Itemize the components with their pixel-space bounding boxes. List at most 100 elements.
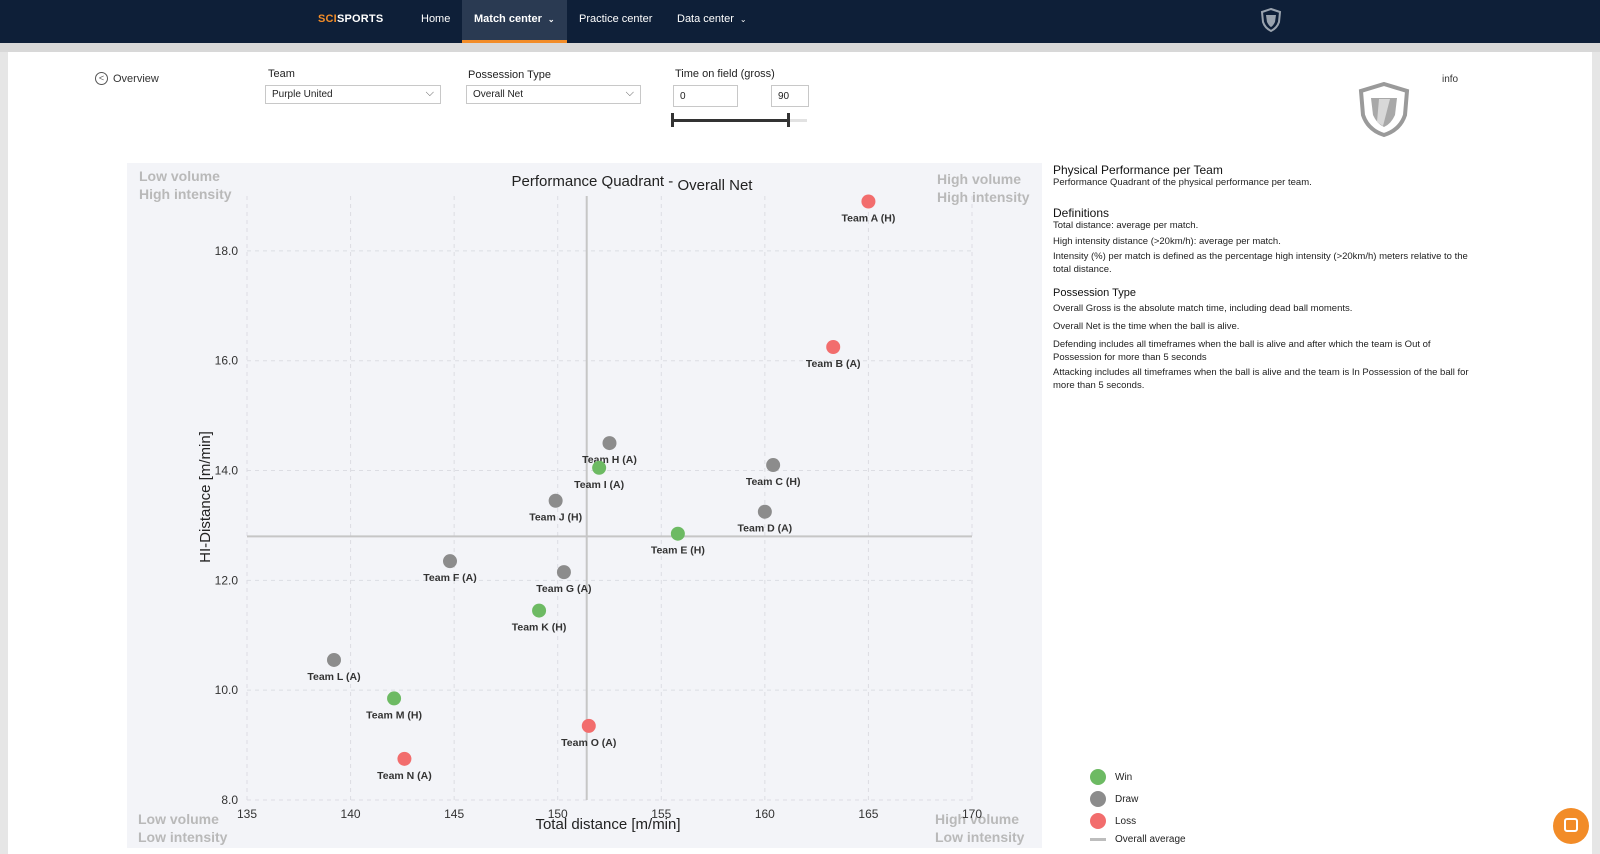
legend-draw: Draw — [1090, 791, 1138, 807]
possession-item: Attacking includes all timeframes when t… — [1053, 367, 1469, 391]
sub-bar — [0, 43, 1600, 52]
time-on-field-label: Time on field (gross) — [675, 68, 775, 80]
data-point[interactable] — [548, 493, 563, 508]
data-point[interactable] — [826, 340, 841, 354]
legend-overall-average: Overall average — [1090, 834, 1186, 845]
x-tick-label: 165 — [858, 807, 878, 821]
data-point[interactable] — [443, 554, 457, 569]
chevron-down-icon: ⌵ — [425, 87, 434, 99]
chevron-down-icon: ⌵ — [625, 87, 634, 99]
club-shield-icon — [1358, 82, 1410, 137]
data-label: Team M (H) — [366, 709, 422, 721]
time-min-input[interactable]: 0 — [673, 85, 738, 107]
possession-item: Overall Gross is the absolute match time… — [1053, 303, 1353, 314]
chart-background — [127, 163, 1042, 848]
legend-line — [1090, 838, 1106, 841]
data-label: Team B (A) — [806, 358, 861, 370]
y-axis-label: HI-Distance [m/min] — [197, 431, 214, 563]
definition-item: High intensity distance (>20km/h): avera… — [1053, 236, 1281, 247]
y-tick-label: 12.0 — [215, 573, 239, 587]
time-slider-min-handle[interactable] — [671, 113, 674, 127]
side-subtitle: Performance Quadrant of the physical per… — [1053, 177, 1312, 188]
back-arrow-icon: < — [95, 72, 108, 85]
data-point[interactable] — [397, 751, 412, 766]
data-label: Team K (H) — [512, 622, 567, 634]
chevron-down-icon: ⌄ — [739, 15, 747, 24]
data-label: Team O (A) — [561, 737, 616, 749]
time-slider-max-handle[interactable] — [787, 113, 790, 127]
data-point[interactable] — [757, 504, 772, 519]
x-tick-label: 135 — [237, 807, 257, 821]
chart-title: Performance Quadrant - Overall Net — [512, 173, 754, 194]
y-tick-label: 18.0 — [215, 244, 239, 258]
x-tick-label: 155 — [651, 807, 671, 821]
chart-title-main: Performance Quadrant - — [512, 173, 678, 190]
legend-dot — [1090, 769, 1106, 785]
data-label: Team E (H) — [651, 545, 705, 557]
possession-type-label: Possession Type — [468, 69, 551, 81]
data-label: Team L (A) — [307, 671, 360, 683]
time-max-input[interactable]: 90 — [771, 85, 809, 107]
possession-type-select[interactable]: Overall Net ⌵ — [466, 85, 641, 104]
y-tick-label: 10.0 — [215, 683, 239, 697]
quadrant-label-bottom-right: High volume Low intensity — [935, 811, 1025, 845]
data-label: Team A (H) — [841, 212, 895, 224]
possession-item: Overall Net is the time when the ball is… — [1053, 321, 1240, 332]
data-point[interactable] — [556, 565, 571, 580]
chart-title-suffix: Overall Net — [677, 177, 753, 194]
data-label: Team G (A) — [536, 583, 591, 595]
x-tick-label: 145 — [444, 807, 464, 821]
legend-dot — [1090, 791, 1106, 807]
data-label: Team F (A) — [423, 572, 476, 584]
data-point[interactable] — [532, 603, 547, 618]
data-point[interactable] — [602, 436, 617, 451]
legend-loss: Loss — [1090, 813, 1136, 829]
chevron-down-icon: ⌄ — [547, 15, 555, 24]
definitions-title: Definitions — [1053, 206, 1110, 220]
data-point[interactable] — [766, 458, 781, 473]
data-point[interactable] — [327, 652, 341, 667]
time-slider-range — [672, 119, 789, 122]
chat-icon — [1564, 818, 1578, 832]
data-point[interactable] — [581, 718, 596, 733]
shield-icon[interactable] — [1260, 8, 1282, 32]
team-select[interactable]: Purple United ⌵ — [265, 85, 441, 104]
data-label: Team J (H) — [529, 512, 582, 524]
possession-item: Defending includes all timeframes when t… — [1053, 339, 1431, 363]
side-title: Physical Performance per Team — [1053, 163, 1223, 177]
data-label: Team H (A) — [582, 454, 637, 466]
data-point[interactable] — [670, 526, 685, 541]
x-tick-label: 170 — [962, 807, 982, 821]
nav-data-center[interactable]: Data center ⌄ — [677, 13, 747, 25]
quadrant-label-top-left: Low volume High intensity — [139, 168, 232, 202]
x-tick-label: 160 — [755, 807, 775, 821]
data-label: Team N (A) — [377, 770, 432, 782]
data-point[interactable] — [387, 691, 402, 706]
quadrant-label-bottom-left: Low volume Low intensity — [138, 811, 228, 845]
y-tick-label: 14.0 — [215, 464, 239, 478]
data-label: Team C (H) — [746, 476, 801, 488]
nav-practice-center[interactable]: Practice center — [579, 13, 653, 25]
chat-button[interactable] — [1553, 808, 1589, 844]
scisports-logo[interactable]: SCISPORTS — [318, 13, 384, 25]
definition-item: Intensity (%) per match is defined as th… — [1053, 251, 1468, 275]
team-label: Team — [268, 68, 295, 80]
x-tick-label: 140 — [341, 807, 361, 821]
data-label: Team D (A) — [738, 523, 793, 535]
possession-type-title: Possession Type — [1053, 287, 1136, 299]
data-point[interactable] — [861, 194, 876, 209]
nav-match-center[interactable]: Match center ⌄ — [462, 0, 567, 43]
top-nav: SCISPORTS Home Match center ⌄ Practice ce… — [0, 0, 1600, 43]
info-link[interactable]: info — [1442, 74, 1459, 85]
x-tick-label: 150 — [548, 807, 568, 821]
nav-home[interactable]: Home — [421, 13, 451, 25]
legend-dot — [1090, 813, 1106, 829]
overview-link[interactable]: < Overview — [95, 72, 159, 85]
definition-item: Total distance: average per match. — [1053, 220, 1199, 231]
y-tick-label: 8.0 — [221, 793, 238, 807]
y-tick-label: 16.0 — [215, 354, 239, 368]
data-point[interactable] — [592, 460, 607, 475]
x-axis-label: Total distance [m/min] — [535, 816, 680, 833]
legend-win: Win — [1090, 769, 1132, 785]
